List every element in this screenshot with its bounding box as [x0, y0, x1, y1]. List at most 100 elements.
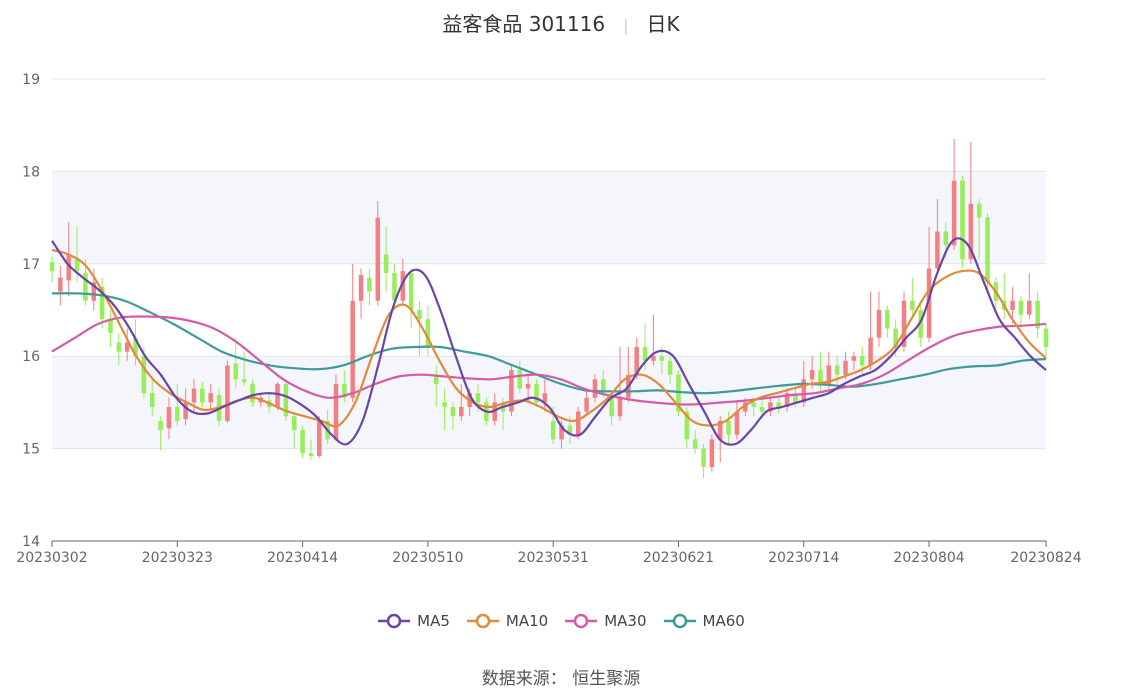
grid-band [52, 356, 1046, 449]
candle [667, 356, 673, 384]
legend-item-ma10[interactable]: MA10 [466, 612, 548, 630]
candle [876, 291, 882, 347]
y-tick-label: 16 [22, 349, 40, 365]
candle [166, 397, 172, 440]
candle [843, 351, 848, 380]
candle [1001, 273, 1007, 320]
candle [918, 300, 923, 347]
candle-body [609, 397, 614, 417]
candle [534, 379, 539, 408]
candle-body [525, 383, 531, 389]
candle [358, 268, 364, 320]
candle [450, 402, 456, 431]
legend-item-ma5[interactable]: MA5 [377, 612, 450, 630]
grid-lines [52, 78, 1046, 450]
ma60-line [51, 292, 1047, 395]
candle-body [918, 310, 923, 338]
candle-body [943, 231, 949, 246]
candle-body [425, 319, 431, 347]
candle [433, 365, 439, 408]
x-tick-label: 20230510 [392, 550, 463, 566]
candle-body [83, 273, 88, 301]
candle-body [158, 420, 163, 431]
candle-body [308, 453, 314, 456]
candle-body [659, 356, 665, 361]
candle-body [534, 383, 539, 403]
candle-body [350, 300, 355, 398]
candle [124, 328, 130, 361]
candle-body [893, 328, 898, 347]
candle-body [124, 342, 130, 352]
candle [408, 268, 414, 329]
candle [935, 199, 940, 274]
candle-body [575, 411, 581, 435]
candle-body [300, 430, 305, 454]
candle-body [634, 346, 639, 375]
candle [692, 430, 698, 454]
candle-body [876, 310, 882, 338]
legend-item-ma60[interactable]: MA60 [663, 612, 745, 630]
candle-body [567, 425, 573, 435]
legend: MA5 MA10 MA30 MA60 [0, 612, 1122, 633]
legend-marker-circle [386, 613, 402, 629]
candle-body [191, 388, 197, 403]
candle-body [826, 365, 832, 384]
candle-body [342, 383, 347, 398]
candle [951, 139, 957, 250]
candle-body [375, 217, 381, 301]
candle-body [250, 383, 255, 403]
x-tick-label: 20230302 [16, 550, 87, 566]
candle-body [901, 300, 907, 347]
candle-body [166, 407, 172, 429]
candle-body [550, 420, 556, 440]
candle [158, 416, 163, 451]
candle [283, 379, 289, 421]
candle-body [985, 217, 990, 283]
candle [960, 176, 965, 269]
candle-body [726, 420, 731, 435]
candle-body [684, 411, 690, 440]
candle-body [225, 365, 230, 421]
candle [442, 388, 447, 431]
legend-marker-icon [663, 613, 696, 629]
x-axis: 20230302 20230323 20230414 20230510 20230531… [16, 540, 1082, 566]
candle-body [442, 402, 447, 408]
chart-title-row: 益客食品 301116 | 日K [0, 8, 1122, 37]
ma10-line [51, 248, 1047, 428]
candle-body [701, 448, 706, 468]
candle [342, 370, 347, 403]
chart-title: 益客食品 301116 [442, 12, 606, 36]
legend-item-ma30[interactable]: MA30 [564, 612, 647, 630]
candle-body [592, 379, 598, 398]
candle [275, 382, 280, 410]
candle-body [601, 379, 606, 394]
x-tick-label: 20230414 [267, 550, 338, 566]
candle-body [358, 274, 364, 301]
source-label: 数据来源： [481, 669, 567, 689]
candle-body [459, 407, 464, 417]
candle-body [926, 268, 932, 338]
candle [225, 360, 230, 423]
candle-body [317, 420, 322, 456]
candle [926, 226, 932, 343]
grid-band [52, 171, 1046, 264]
candle-body [283, 383, 289, 417]
candle-body [951, 180, 957, 246]
candle [509, 365, 514, 417]
candle-body [99, 286, 105, 320]
candle [1035, 291, 1040, 338]
candle-body [809, 370, 815, 380]
candle-body [333, 383, 339, 440]
candle-body [851, 356, 857, 361]
ma5-line [51, 237, 1047, 446]
candle-body [1043, 328, 1049, 347]
chart-subtitle: 日K [646, 12, 680, 36]
candle-body [183, 402, 188, 420]
legend-marker-circle [475, 613, 491, 629]
y-tick-label: 15 [22, 442, 40, 458]
source-note: 数据来源： 恒生聚源 [0, 664, 1122, 689]
candle-body [517, 370, 523, 389]
moving-average-lines [51, 237, 1047, 446]
candle-body [692, 439, 698, 449]
candle-body [801, 379, 807, 403]
